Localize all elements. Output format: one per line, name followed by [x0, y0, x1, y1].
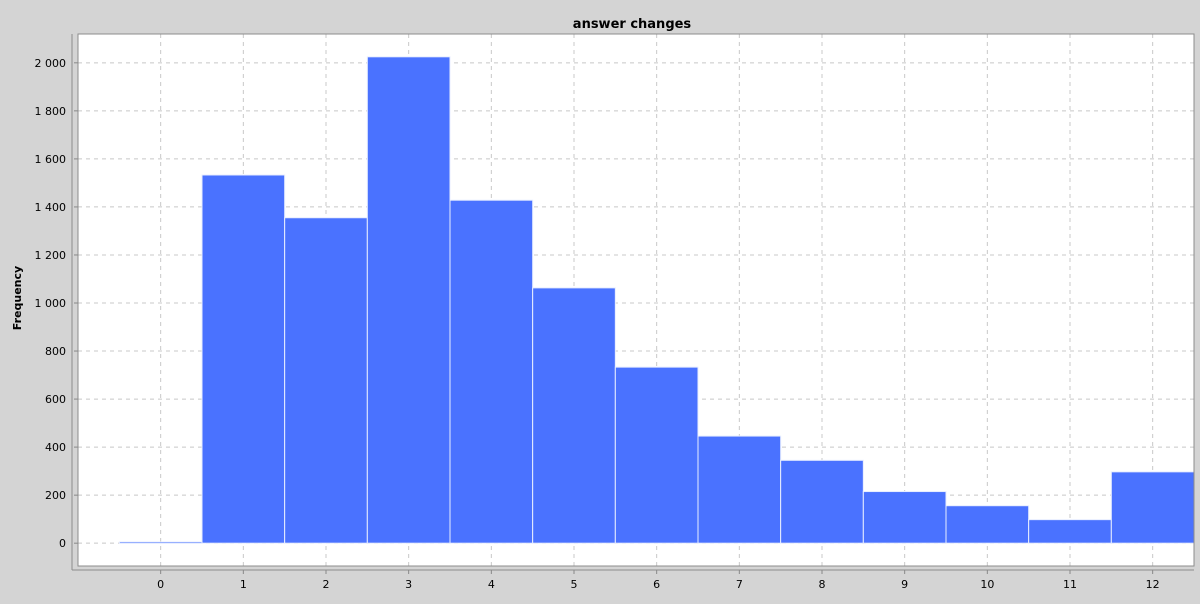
x-tick-label: 0	[157, 578, 164, 591]
x-tick-label: 7	[736, 578, 743, 591]
y-tick-label: 800	[45, 345, 66, 358]
y-tick-label: 1 600	[35, 153, 67, 166]
x-tick-label: 5	[571, 578, 578, 591]
bar-5	[532, 287, 616, 544]
y-tick-label: 400	[45, 441, 66, 454]
y-tick-label: 200	[45, 489, 66, 502]
y-tick-label: 1 000	[35, 297, 67, 310]
x-tick-label: 4	[488, 578, 495, 591]
bar-6	[614, 366, 699, 544]
chart-title: answer changes	[573, 17, 692, 32]
bar-7	[697, 435, 782, 544]
bar-0	[118, 541, 203, 544]
bar-9	[862, 491, 947, 544]
bar-1	[201, 174, 286, 544]
plot-border	[77, 33, 1195, 567]
x-tick-label: 12	[1146, 578, 1160, 591]
bar-4	[449, 199, 534, 544]
bar-11	[1028, 519, 1112, 544]
bar-2	[284, 217, 368, 544]
y-tick-label: 1 800	[35, 105, 67, 118]
x-tick-label: 9	[901, 578, 908, 591]
bar-3	[366, 56, 451, 544]
x-tick-label: 1	[240, 578, 247, 591]
x-tick-label: 11	[1063, 578, 1077, 591]
y-tick-label: 600	[45, 393, 66, 406]
x-tick-label: 3	[405, 578, 412, 591]
y-axis-label: Frequency	[11, 266, 24, 330]
x-tick-label: 10	[980, 578, 994, 591]
x-tick-label: 6	[653, 578, 660, 591]
bar-10	[945, 505, 1030, 544]
x-tick-label: 2	[323, 578, 330, 591]
bar-12	[1110, 471, 1195, 544]
y-tick-label: 1 400	[35, 201, 67, 214]
x-tick-label: 8	[819, 578, 826, 591]
bars	[118, 56, 1195, 544]
y-tick-label: 2 000	[35, 57, 67, 70]
bar-8	[780, 459, 864, 544]
y-tick-label: 1 200	[35, 249, 67, 262]
axes: 0 200 400 600 800 1 000 1 200 1 400 1 600 1 800 2 …	[35, 33, 1195, 591]
y-tick-label: 0	[59, 537, 66, 550]
